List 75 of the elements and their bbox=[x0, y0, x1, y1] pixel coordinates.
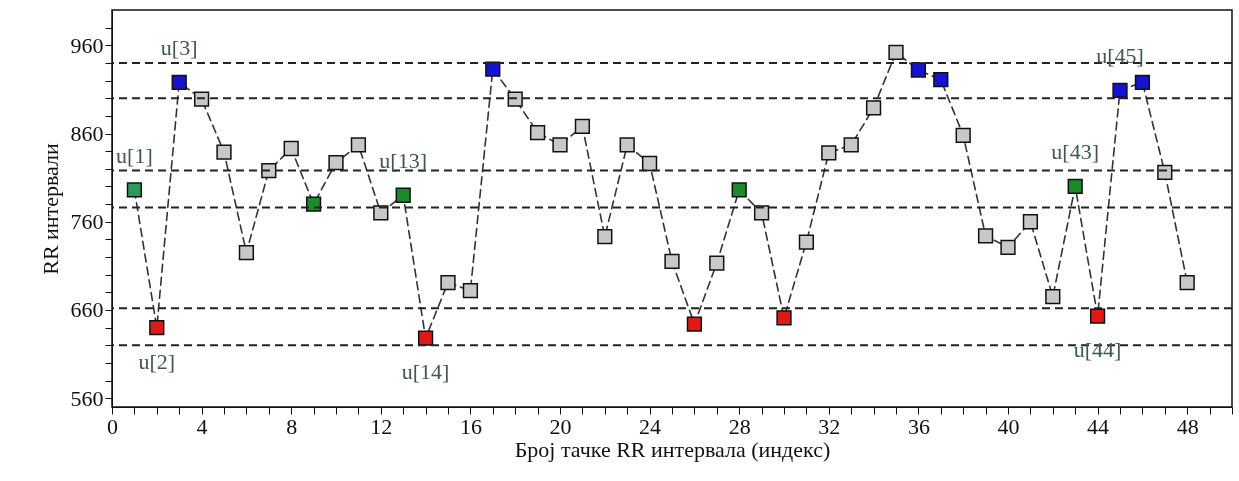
point bbox=[552, 137, 568, 153]
annotation: u[44] bbox=[1073, 337, 1122, 363]
annotation: u[2] bbox=[138, 348, 176, 374]
point bbox=[977, 228, 994, 244]
point bbox=[619, 137, 635, 153]
point bbox=[216, 144, 232, 160]
x-tick-label: 32 bbox=[818, 413, 841, 439]
point bbox=[1134, 74, 1151, 90]
point bbox=[641, 155, 658, 172]
point bbox=[395, 187, 411, 203]
x-tick-label: 20 bbox=[549, 413, 572, 439]
point bbox=[709, 255, 725, 271]
point bbox=[529, 124, 546, 141]
point bbox=[1067, 178, 1083, 195]
point bbox=[1000, 239, 1016, 255]
point bbox=[305, 196, 322, 212]
point bbox=[1112, 82, 1128, 98]
point bbox=[686, 316, 703, 332]
point bbox=[373, 205, 389, 221]
point bbox=[440, 274, 456, 291]
point bbox=[171, 74, 187, 90]
point bbox=[865, 100, 882, 116]
point bbox=[126, 182, 143, 198]
x-tick-label: 0 bbox=[107, 413, 118, 439]
point bbox=[193, 91, 210, 107]
point bbox=[933, 72, 949, 88]
point bbox=[798, 234, 815, 250]
point bbox=[485, 61, 501, 77]
point bbox=[955, 127, 971, 143]
annotation: u[13] bbox=[379, 148, 428, 174]
point bbox=[1179, 274, 1195, 291]
annotation: u[3] bbox=[160, 35, 198, 61]
point bbox=[574, 118, 591, 135]
point bbox=[910, 62, 927, 78]
y-axis-title: RR интервали bbox=[37, 142, 63, 275]
x-tick-label: 36 bbox=[907, 413, 930, 439]
point bbox=[238, 244, 255, 261]
annotation: u[1] bbox=[116, 142, 153, 168]
point bbox=[776, 310, 792, 326]
y-tick-label: 560 bbox=[70, 385, 104, 411]
point bbox=[462, 282, 479, 299]
x-tick-label: 16 bbox=[459, 413, 482, 439]
y-tick-label: 760 bbox=[70, 209, 104, 235]
x-tick-label: 44 bbox=[1087, 413, 1110, 439]
point bbox=[350, 137, 367, 153]
point bbox=[283, 140, 299, 157]
point bbox=[843, 137, 859, 153]
x-tick-label: 40 bbox=[997, 413, 1020, 439]
point bbox=[507, 91, 523, 107]
x-tick-label: 24 bbox=[639, 413, 662, 439]
point bbox=[1045, 289, 1061, 305]
point bbox=[1022, 214, 1039, 230]
x-tick-label: 28 bbox=[728, 413, 751, 439]
annotation: u[45] bbox=[1096, 43, 1144, 69]
x-tick-label: 48 bbox=[1176, 413, 1199, 439]
y-tick-label: 960 bbox=[70, 32, 104, 58]
x-axis-title: Број тачке RR интервала (индекс) bbox=[514, 436, 831, 462]
point bbox=[753, 205, 770, 221]
annotation: u[14] bbox=[401, 359, 450, 385]
point bbox=[821, 145, 837, 161]
x-tick-label: 12 bbox=[370, 413, 393, 439]
point bbox=[664, 253, 680, 270]
point bbox=[888, 44, 904, 60]
point bbox=[261, 162, 277, 179]
point bbox=[1157, 164, 1173, 180]
point bbox=[149, 319, 165, 336]
y-tick-label: 660 bbox=[70, 297, 104, 323]
annotation: u[43] bbox=[1051, 139, 1100, 165]
point bbox=[1089, 308, 1106, 324]
x-tick-label: 4 bbox=[196, 413, 208, 439]
y-tick-label: 860 bbox=[70, 121, 104, 147]
x-tick-label: 8 bbox=[286, 413, 298, 439]
point bbox=[731, 182, 747, 198]
point bbox=[597, 229, 613, 245]
point bbox=[328, 154, 344, 171]
